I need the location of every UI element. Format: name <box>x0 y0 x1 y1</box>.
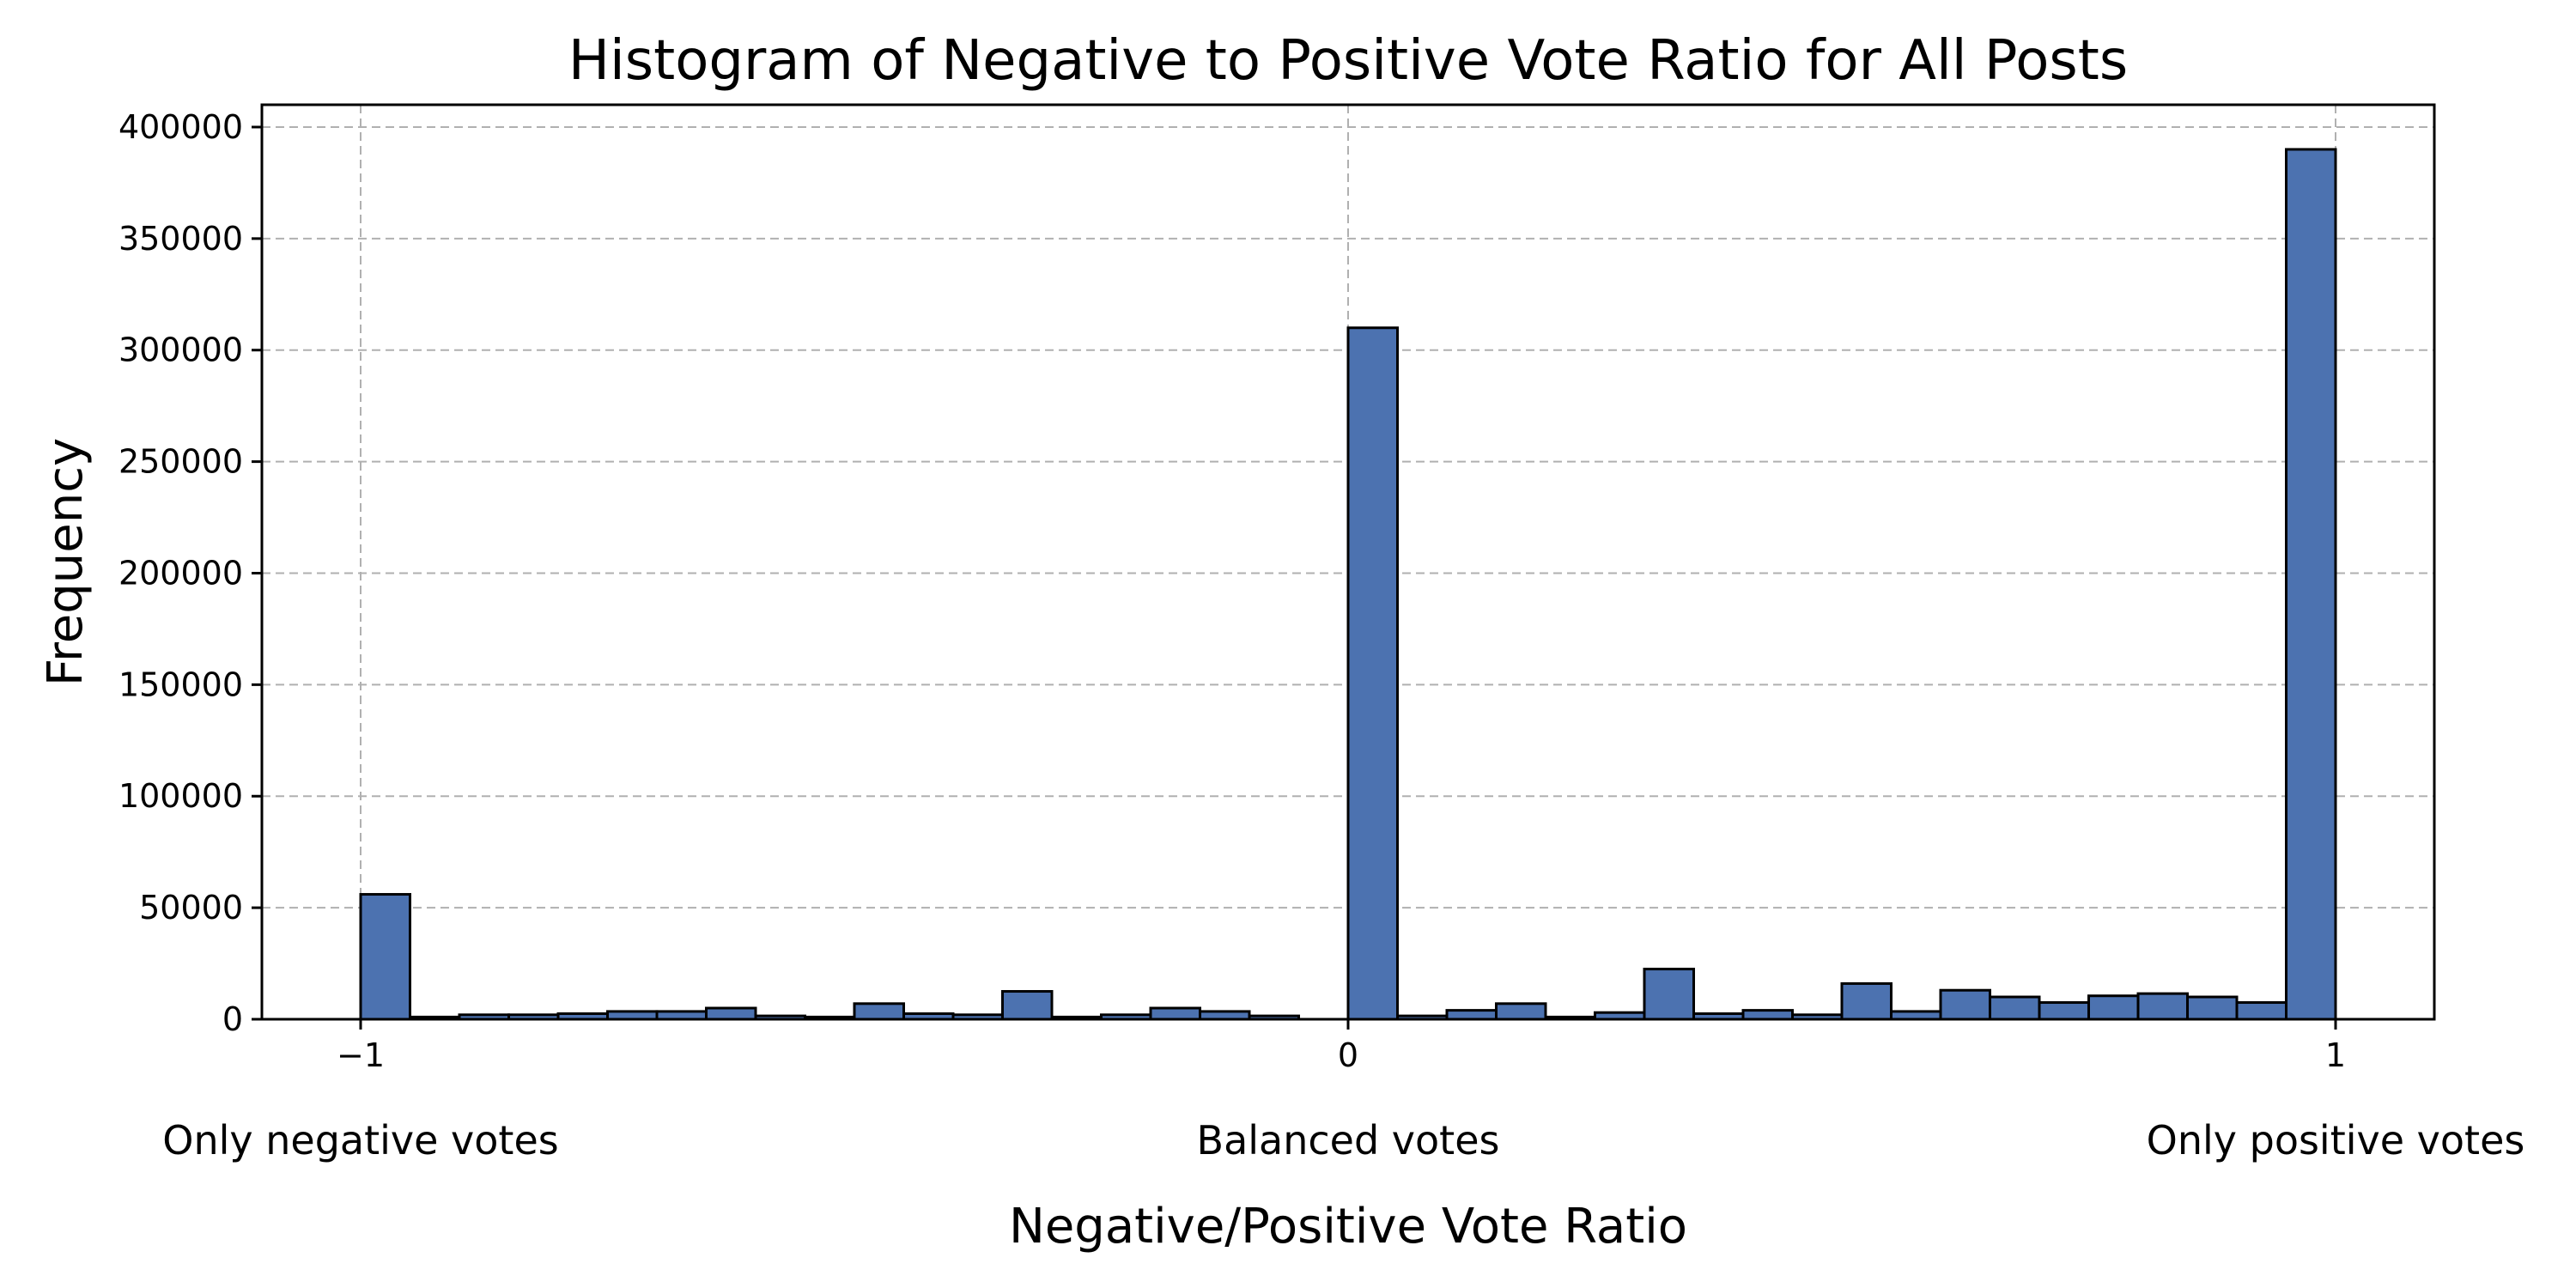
histogram-bar <box>1001 990 1054 1021</box>
x-tick-label: 1 <box>2325 1036 2346 1074</box>
histogram-bar <box>1939 988 1991 1021</box>
y-axis-label: Frequency <box>38 438 94 686</box>
y-tick-label: 150000 <box>118 665 243 703</box>
histogram-bar <box>1643 968 1695 1021</box>
x-annotation-label: Only negative votes <box>162 1117 558 1163</box>
y-tick-label: 300000 <box>118 331 243 369</box>
histogram-bar <box>359 893 411 1021</box>
y-tick-label: 250000 <box>118 443 243 481</box>
histogram-bar <box>2038 1001 2090 1021</box>
y-tick-label: 400000 <box>118 108 243 146</box>
histogram-bar <box>853 1002 905 1021</box>
axes-layer <box>252 103 2436 1030</box>
x-tick-label: −1 <box>337 1036 385 1074</box>
x-annotation-label: Balanced votes <box>1197 1117 1500 1163</box>
histogram-bar <box>2285 148 2337 1021</box>
histogram-bar <box>1495 1002 1547 1021</box>
histogram-bar <box>1346 326 1399 1021</box>
y-tick-label: 100000 <box>118 777 243 815</box>
y-tick-label: 0 <box>222 1000 243 1038</box>
histogram-bar <box>2087 994 2140 1021</box>
histogram-bar <box>1445 1009 1498 1021</box>
histogram-bar <box>1149 1006 1201 1021</box>
histogram-bar <box>1840 981 1893 1021</box>
y-tick-label: 350000 <box>118 220 243 258</box>
histogram-bar <box>2235 1001 2287 1021</box>
histogram-bar <box>2186 995 2239 1021</box>
histogram-bar <box>2136 992 2189 1021</box>
histogram-bar <box>705 1006 757 1021</box>
x-annotation-label: Only positive votes <box>2147 1117 2525 1163</box>
histogram-bar <box>1741 1009 1794 1021</box>
y-tick-label: 50000 <box>139 889 243 927</box>
y-tick-label: 200000 <box>118 554 243 592</box>
bars-layer <box>359 148 2337 1021</box>
text-layer: 0 50000 100000 150000 200000 250000 300000 3500… <box>38 29 2524 1255</box>
x-axis-label: Negative/Positive Vote Ratio <box>1009 1199 1687 1255</box>
chart-title: Histogram of Negative to Positive Vote R… <box>568 29 2128 93</box>
x-tick-label: 0 <box>1338 1036 1358 1074</box>
histogram-bar <box>1989 995 2041 1021</box>
